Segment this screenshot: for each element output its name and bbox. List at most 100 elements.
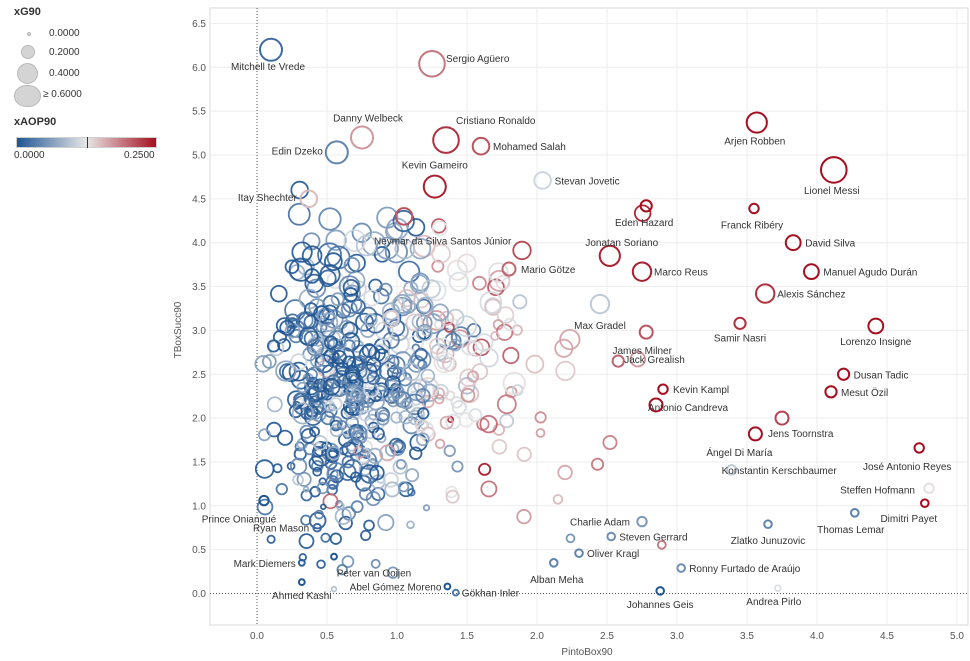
data-point-labeled (533, 171, 552, 190)
y-tick-label: 0.0 (192, 589, 206, 600)
size-legend-circle-2 (17, 63, 38, 84)
data-point (383, 472, 399, 488)
data-point (296, 381, 308, 394)
data-point (457, 253, 477, 273)
data-point-labeled (733, 316, 747, 330)
data-point (516, 446, 532, 462)
size-legend-circle-0 (27, 32, 31, 36)
point-label: Ángel Di María (706, 446, 773, 459)
data-point (319, 503, 327, 511)
data-point (458, 377, 476, 395)
y-tick-label: 2.0 (192, 414, 206, 425)
data-point (314, 509, 324, 520)
data-point (316, 559, 326, 570)
data-point (405, 313, 424, 332)
data-point (392, 209, 415, 233)
data-point (305, 368, 318, 381)
color-legend-max-label: 0.2500 (124, 150, 155, 161)
point-label: James Milner (612, 346, 672, 357)
data-point-labeled (747, 426, 763, 442)
axes: 0.0 0.5 1.0 1.5 2.0 2.5 3.0 3.5 4.0 4.5 5.0 0.0 0.5 1… (192, 19, 964, 642)
data-point (300, 428, 317, 444)
point-label: Arjen Robben (724, 137, 785, 148)
data-point (349, 388, 362, 401)
data-point (368, 477, 375, 484)
data-point (375, 236, 399, 260)
data-point-labeled (324, 140, 349, 165)
data-point (330, 292, 345, 307)
point-label: Alban Meha (530, 575, 584, 586)
data-point (329, 532, 343, 545)
point-label: Antonio Candreva (648, 403, 728, 414)
data-point-labeled (259, 37, 283, 62)
data-point (376, 433, 387, 444)
data-point-labeled (636, 515, 648, 528)
data-point (322, 493, 339, 510)
data-point (472, 338, 491, 357)
data-point (405, 468, 420, 483)
data-point (323, 309, 344, 329)
data-point (378, 282, 393, 297)
point-label: Jack Grealish (624, 355, 685, 366)
data-point (329, 423, 344, 438)
point-label: Peter van Ooijen (337, 569, 412, 580)
data-point-labeled (676, 563, 687, 573)
data-point (373, 382, 390, 399)
data-point (306, 338, 325, 357)
x-tick-label: 3.5 (740, 631, 754, 642)
data-point (291, 402, 314, 425)
data-point (656, 540, 667, 550)
size-legend-label-3: ≥ 0.6000 (43, 89, 82, 100)
data-point (431, 220, 448, 237)
data-point-labeled (755, 283, 776, 304)
data-point (277, 338, 291, 353)
data-point (303, 302, 319, 317)
data-point (395, 458, 407, 470)
data-point (370, 558, 381, 569)
point-labels: Mitchell te Vrede Sergio Agüero Danny Welb… (202, 54, 952, 611)
data-point-labeled (589, 293, 611, 315)
data-point (350, 299, 366, 315)
data-point-labeled (850, 508, 860, 518)
data-point (363, 519, 375, 532)
data-point (398, 409, 414, 425)
data-point (420, 383, 439, 402)
data-point-labeled (297, 578, 306, 586)
data-point (299, 424, 314, 439)
x-tick-label: 2.0 (530, 631, 544, 642)
data-point (254, 459, 275, 479)
data-point (402, 362, 421, 382)
data-point (338, 275, 361, 298)
data-point (331, 349, 347, 365)
data-point (382, 310, 400, 328)
point-label: Ronny Furtado de Araújo (689, 564, 801, 575)
data-point (341, 506, 356, 521)
data-point-labeled (920, 498, 930, 508)
point-label: Thomas Lemar (817, 525, 885, 536)
x-tick-label: 1.0 (390, 631, 404, 642)
data-point (301, 245, 323, 267)
data-point (329, 397, 343, 411)
color-legend-min-label: 0.0000 (14, 150, 45, 161)
data-point (384, 442, 400, 457)
data-point (391, 297, 406, 312)
data-point-labeled (422, 174, 447, 199)
data-point (487, 278, 505, 297)
data-point (443, 444, 456, 457)
data-point (554, 338, 574, 358)
data-point (323, 252, 343, 272)
point-label: José Antonio Reyes (863, 462, 951, 473)
data-point (371, 427, 385, 441)
data-point (331, 344, 346, 359)
data-point (387, 395, 400, 408)
data-point (266, 396, 283, 413)
data-point (326, 446, 341, 461)
point-label: Samir Nasri (714, 333, 766, 344)
data-point-labeled (824, 385, 838, 399)
point-label: Abel Gómez Moreno (350, 582, 442, 593)
data-point (359, 306, 378, 325)
data-point (415, 418, 429, 432)
point-label: Manuel Agudo Durán (823, 268, 917, 279)
data-point (343, 229, 367, 253)
data-point (373, 246, 391, 263)
